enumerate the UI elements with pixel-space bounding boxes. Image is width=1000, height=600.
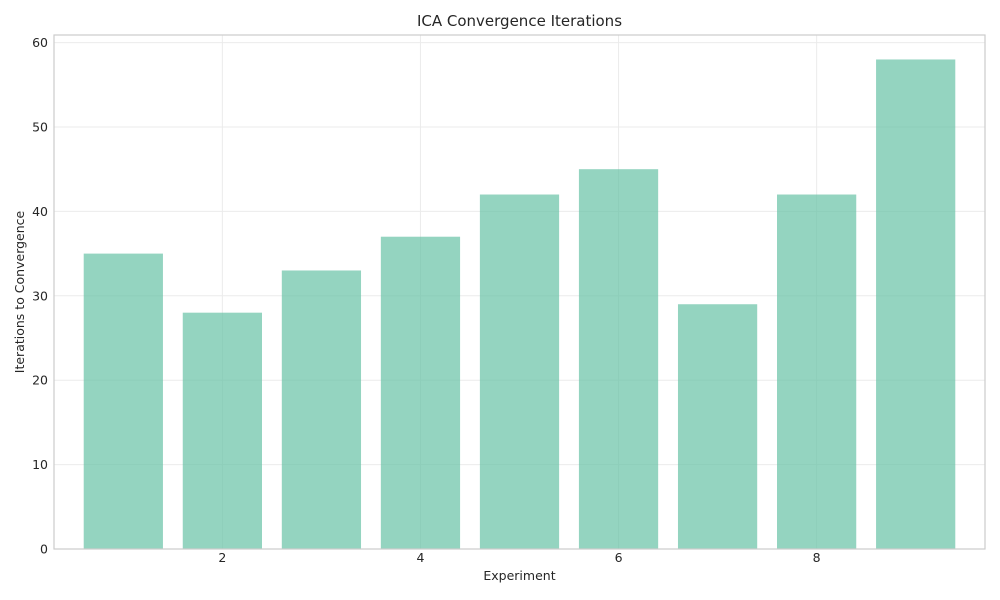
bar [578,169,659,550]
plot-frame [53,34,986,550]
bar [182,312,262,549]
y-tick-label: 60 [32,35,48,50]
bar [83,253,163,549]
y-tick-label: 40 [32,204,48,219]
chart-title: ICA Convergence Iterations [417,12,622,30]
x-tick-labels: 2 4 6 8 [218,550,820,565]
y-tick-labels: 0 10 20 30 40 50 60 [32,35,48,556]
x-tick-label: 8 [813,550,821,565]
x-tick-label: 6 [615,550,623,565]
x-tick-label: 4 [416,550,424,565]
bar [281,270,362,549]
x-axis-label: Experiment [483,568,555,583]
y-axis-label: Iterations to Convergence [12,210,27,373]
bars [83,59,956,550]
bar [876,59,956,549]
x-tick-label: 2 [218,550,226,565]
bar [677,304,758,549]
y-tick-label: 0 [40,542,48,557]
y-tick-label: 20 [32,373,48,388]
y-tick-label: 30 [32,288,48,303]
y-tick-label: 10 [32,457,48,472]
bar [380,236,461,549]
bar [777,194,857,549]
y-tick-label: 50 [32,119,48,134]
bar [479,194,560,549]
